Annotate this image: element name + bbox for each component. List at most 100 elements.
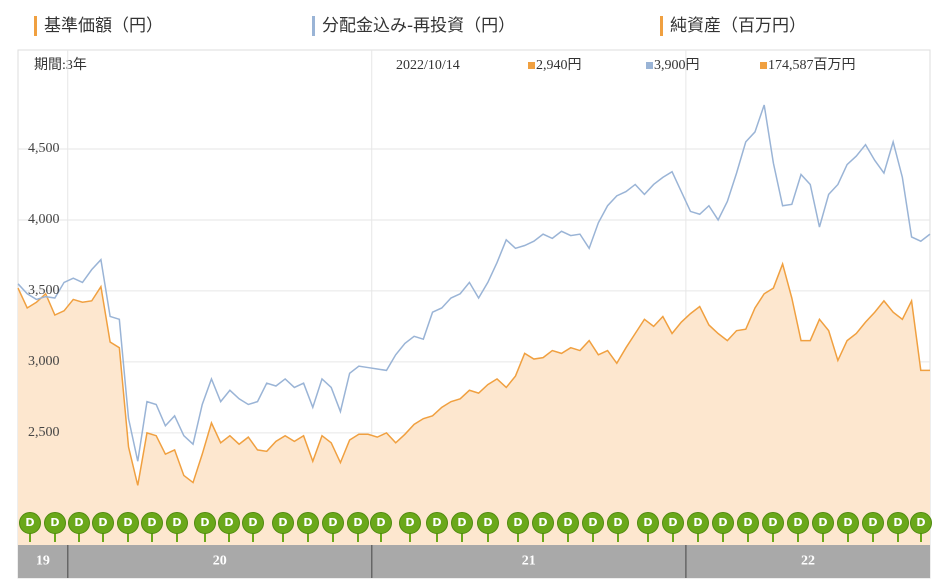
dividend-label: D [432, 516, 441, 529]
dividend-label: D [248, 516, 257, 529]
dividend-marker [322, 512, 344, 534]
dividend-marker [194, 512, 216, 534]
dividend-label: D [668, 516, 677, 529]
dividend-label: D [643, 516, 652, 529]
dividend-marker [687, 512, 709, 534]
dividend-label: D [353, 516, 362, 529]
header-value: 174,587百万円 [768, 57, 856, 73]
dividend-marker [347, 512, 369, 534]
dividend-marker [812, 512, 834, 534]
dividend-marker [477, 512, 499, 534]
dividend-label: D [843, 516, 852, 529]
header-value: 3,900円 [654, 58, 700, 73]
dividend-marker [218, 512, 240, 534]
legend-swatch [660, 16, 663, 36]
y-tick-label: 4,500 [28, 141, 60, 156]
dividend-label: D [98, 516, 107, 529]
dividend-marker [607, 512, 629, 534]
dividend-label: D [868, 516, 877, 529]
dividend-label: D [893, 516, 902, 529]
dividend-label: D [172, 516, 181, 529]
x-tick-label: 21 [522, 554, 536, 569]
dividend-label: D [74, 516, 83, 529]
legend-swatch [34, 16, 37, 36]
dividend-marker [712, 512, 734, 534]
x-axis-bar [18, 545, 930, 578]
dividend-marker [92, 512, 114, 534]
x-tick-label: 19 [36, 554, 50, 569]
dividend-label: D [513, 516, 522, 529]
line [17, 261, 930, 486]
dividend-marker [242, 512, 264, 534]
dividend-marker [370, 512, 392, 534]
dividend-label: D [278, 516, 287, 529]
dividend-label: D [613, 516, 622, 529]
dividend-marker [141, 512, 163, 534]
dividend-marker [582, 512, 604, 534]
dividend-label: D [916, 516, 925, 529]
dividend-marker [862, 512, 884, 534]
y-tick-label: 3,000 [28, 354, 60, 369]
x-tick-label: 20 [213, 554, 227, 569]
dividend-label: D [818, 516, 827, 529]
dividend-marker [557, 512, 579, 534]
dividend-marker [272, 512, 294, 534]
dividend-marker [787, 512, 809, 534]
dividend-label: D [147, 516, 156, 529]
dividend-label: D [123, 516, 132, 529]
dividend-label: D [768, 516, 777, 529]
dividend-label: D [538, 516, 547, 529]
dividend-label: D [224, 516, 233, 529]
dividend-marker [662, 512, 684, 534]
y-tick-label: 4,000 [28, 212, 60, 227]
dividend-marker [117, 512, 139, 534]
legend-label: 分配金込み-再投資（円） [322, 16, 515, 36]
header-swatch [646, 62, 653, 69]
dividend-label: D [25, 516, 34, 529]
dividend-label: D [328, 516, 337, 529]
dividend-marker [426, 512, 448, 534]
dividend-label: D [563, 516, 572, 529]
y-tick-label: 2,500 [28, 425, 60, 440]
period: 期間:3年 [34, 57, 87, 73]
dividend-label: D [718, 516, 727, 529]
dividend-label: D [50, 516, 59, 529]
legend-label: 基準価額（円） [44, 16, 163, 36]
dividend-label: D [588, 516, 597, 529]
x-tick-label: 22 [801, 554, 815, 569]
dividend-marker [910, 512, 932, 534]
date: 2022/10/14 [396, 58, 460, 73]
dividend-marker [887, 512, 909, 534]
dividend-label: D [743, 516, 752, 529]
dividend-marker [297, 512, 319, 534]
dividend-marker [44, 512, 66, 534]
dividend-label: D [457, 516, 466, 529]
dividend-label: D [793, 516, 802, 529]
dividend-marker [166, 512, 188, 534]
dividend-label: D [200, 516, 209, 529]
dividend-marker [737, 512, 759, 534]
legend-swatch [312, 16, 315, 36]
line [17, 104, 931, 462]
area [18, 263, 930, 545]
dividend-label: D [405, 516, 414, 529]
dividend-marker [19, 512, 41, 534]
dividend-marker [507, 512, 529, 534]
dividend-marker [532, 512, 554, 534]
dividend-marker [399, 512, 421, 534]
dividend-marker [762, 512, 784, 534]
header-swatch [528, 62, 535, 69]
dividend-marker [837, 512, 859, 534]
legend-label: 純資産（百万円） [670, 16, 806, 36]
dividend-marker [68, 512, 90, 534]
dividend-label: D [303, 516, 312, 529]
dividend-label: D [376, 516, 385, 529]
dividend-marker [451, 512, 473, 534]
header-swatch [760, 62, 767, 69]
header-value: 2,940円 [536, 58, 582, 73]
dividend-marker [637, 512, 659, 534]
dividend-label: D [483, 516, 492, 529]
dividend-label: D [693, 516, 702, 529]
y-tick-label: 3,500 [28, 283, 60, 298]
